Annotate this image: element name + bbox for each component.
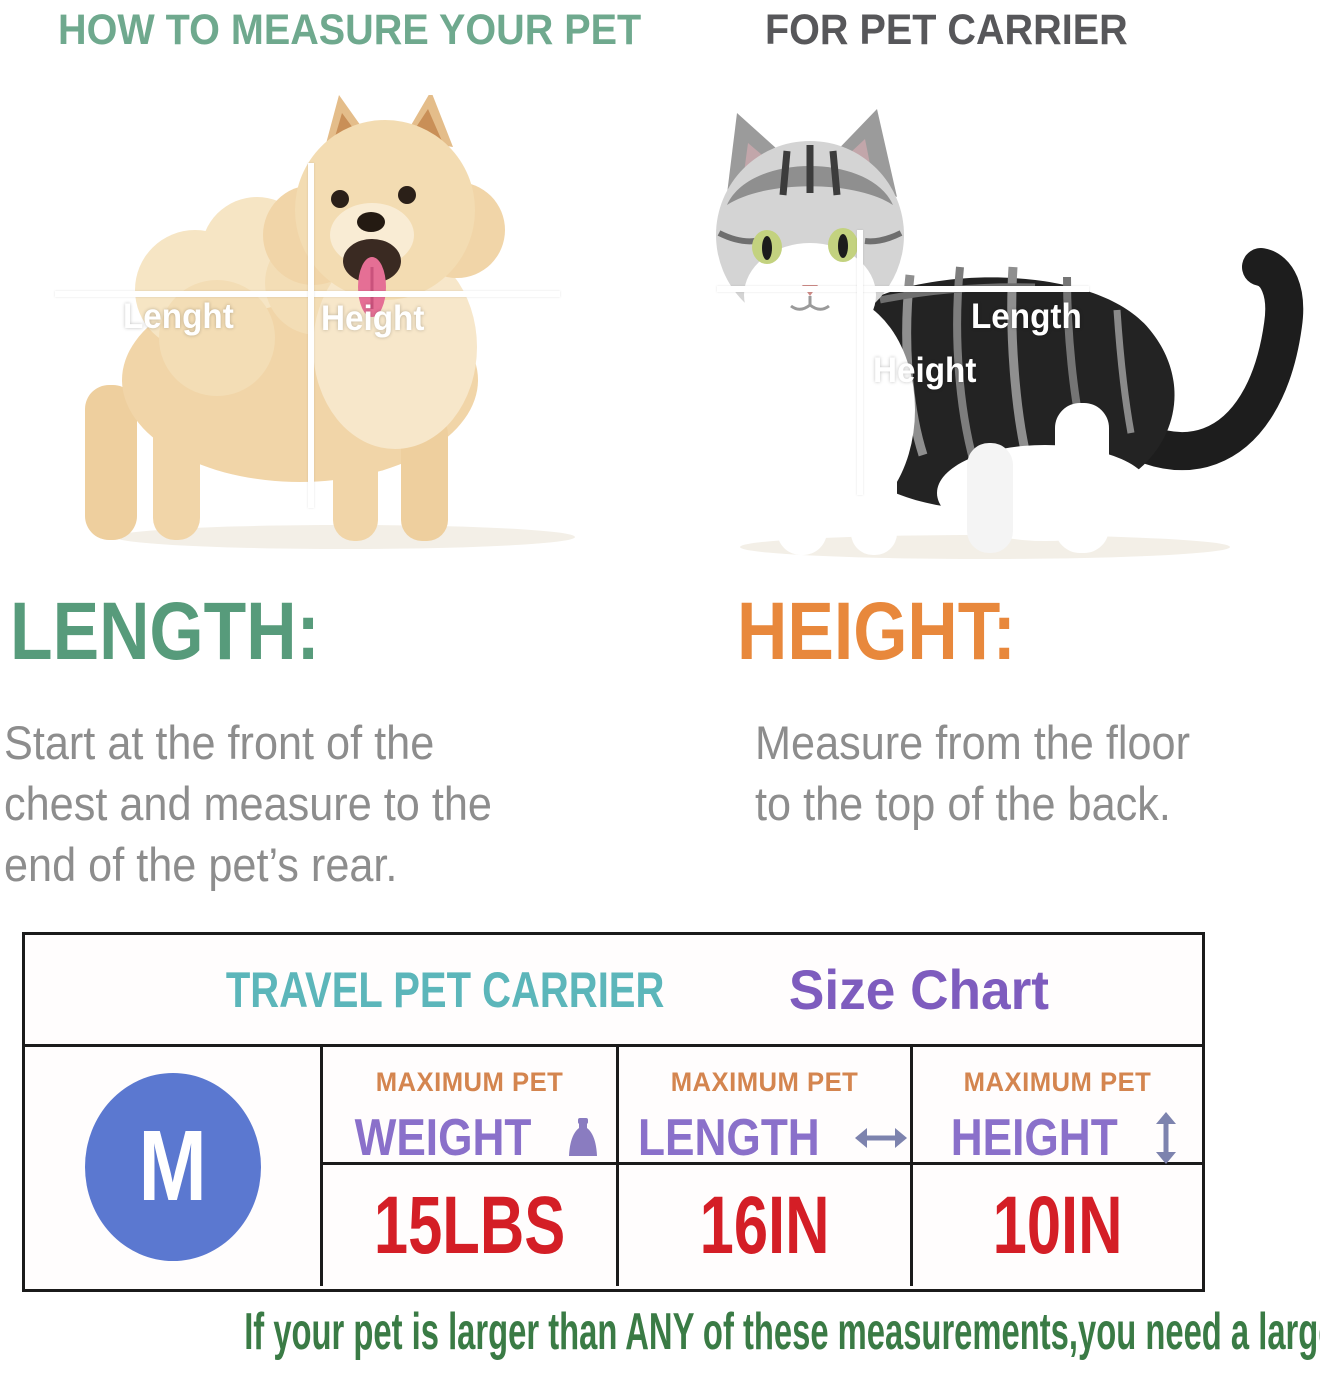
page-subtitle: FOR PET CARRIER [765, 6, 1128, 54]
cat-photo: Length Height [655, 95, 1305, 560]
size-chart-title-row: TRAVEL PET CARRIER Size Chart [25, 935, 1202, 1047]
height-definition-heading: HEIGHT: [737, 586, 1016, 677]
length-value-cell: 16IN [616, 1165, 910, 1286]
dog-height-measure-line [308, 163, 314, 508]
page-title: HOW TO MEASURE YOUR PET [58, 6, 642, 54]
height-column-header: MAXIMUM PET HEIGHT [910, 1047, 1202, 1167]
size-chart-body: M MAXIMUM PET WEIGHT MAXIMUM PET [25, 1047, 1202, 1286]
dog-height-label: Height [321, 299, 425, 338]
length-definition-heading: LENGTH: [10, 586, 320, 677]
table-title-product: TRAVEL PET CARRIER [226, 961, 665, 1018]
height-definition-text: Measure from the floor to the top of the… [755, 716, 1190, 830]
weight-icon [566, 1116, 600, 1160]
height-value: 10IN [992, 1179, 1123, 1271]
weight-label: WEIGHT [354, 1109, 531, 1167]
weight-value-cell: 15LBS [320, 1165, 616, 1286]
height-super-label: MAXIMUM PET [963, 1067, 1152, 1097]
size-chart-table: TRAVEL PET CARRIER Size Chart M MAXIMUM … [22, 932, 1205, 1292]
horizontal-arrow-icon [855, 1125, 908, 1151]
length-value: 16IN [699, 1179, 830, 1271]
weight-value: 15LBS [373, 1179, 566, 1271]
length-label: LENGTH [637, 1109, 820, 1167]
weight-column-header: MAXIMUM PET WEIGHT [320, 1047, 616, 1167]
cat-height-measure-line [857, 230, 863, 495]
height-label: HEIGHT [950, 1109, 1118, 1167]
dog-length-label: Lenght [123, 297, 234, 336]
size-cell: M [25, 1047, 320, 1286]
cat-height-label: Height [873, 351, 977, 390]
table-title-size-chart: Size Chart [788, 958, 1049, 1021]
vertical-arrow-icon [1153, 1112, 1179, 1164]
length-super-label: MAXIMUM PET [670, 1067, 859, 1097]
size-m-label: M [138, 1110, 207, 1222]
length-column-header: MAXIMUM PET LENGTH [616, 1047, 910, 1167]
dog-length-measure-line [55, 291, 560, 297]
height-value-cell: 10IN [910, 1165, 1202, 1286]
size-m-badge: M [84, 1072, 261, 1261]
dog-photo: Lenght Height [55, 95, 645, 550]
weight-super-label: MAXIMUM PET [375, 1067, 564, 1097]
cat-length-measure-line [717, 286, 1089, 292]
length-definition-text: Start at the front of the chest and meas… [4, 716, 492, 891]
cat-length-label: Length [971, 297, 1082, 336]
footer-warning-note: If your pet is larger than ANY of these … [244, 1303, 1320, 1361]
